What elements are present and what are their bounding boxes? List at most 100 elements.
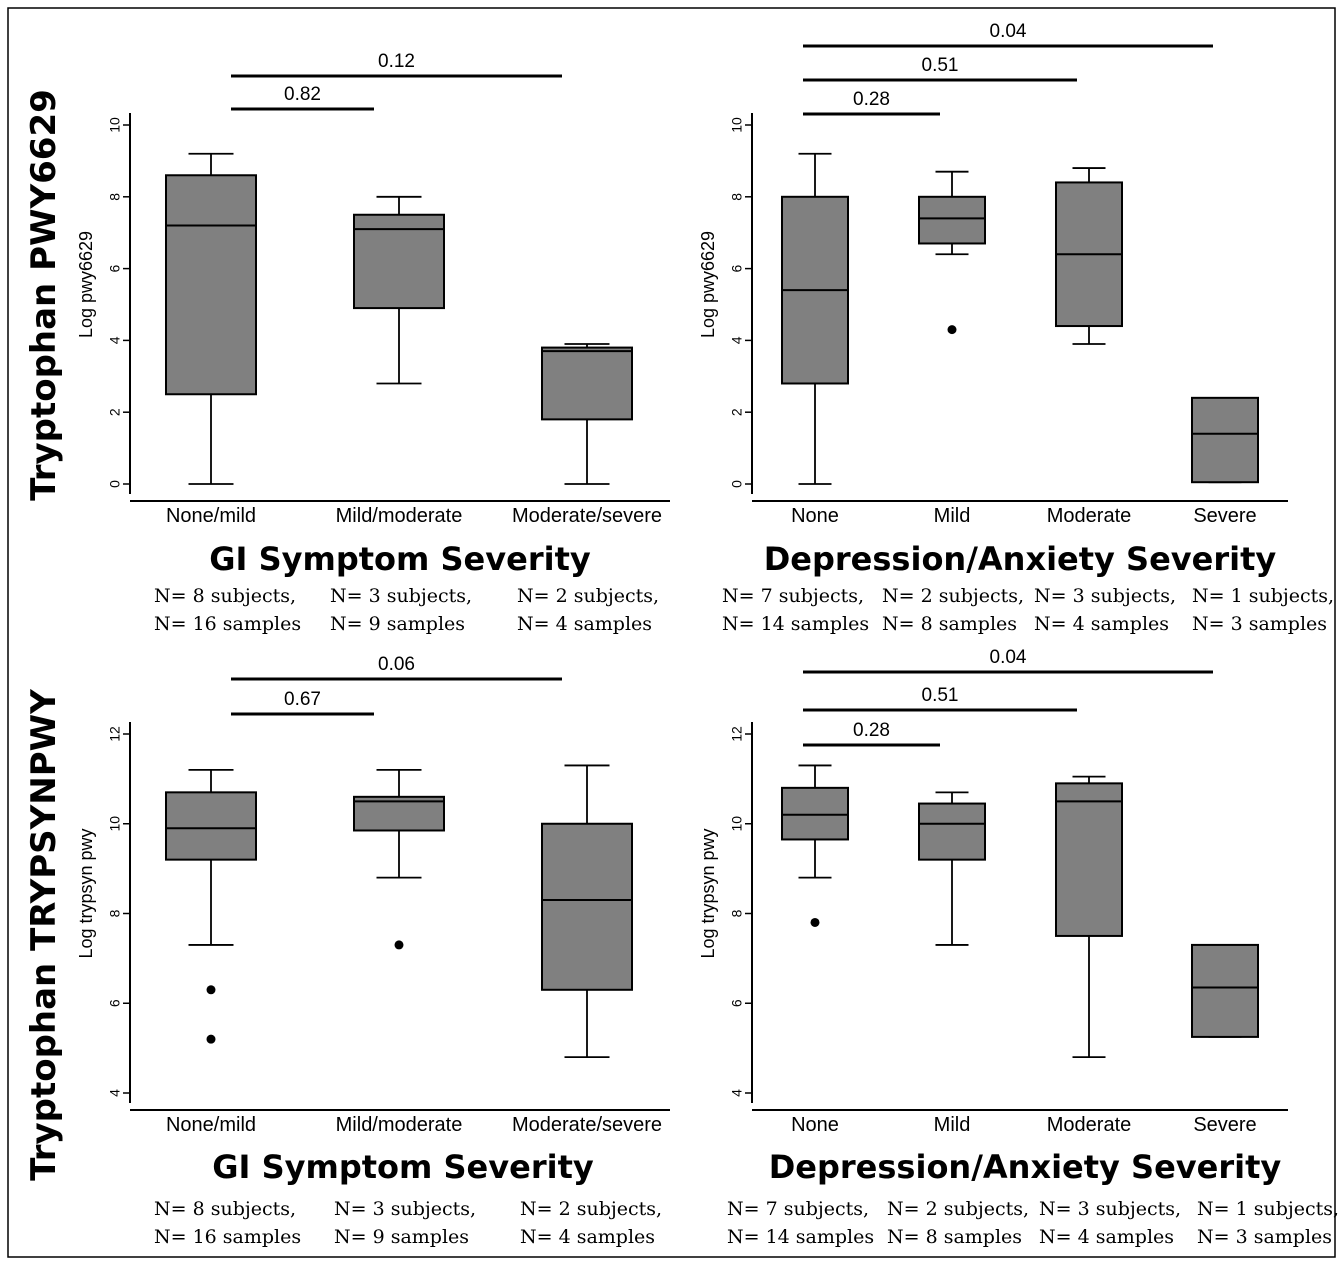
- box-moderate: [1055, 167, 1123, 345]
- outlier-point: [394, 940, 404, 950]
- y-tick-label: 8: [107, 909, 123, 917]
- n-samples-label: N= 16 samples: [154, 1226, 301, 1248]
- panels: 0 2 4 6 8 10 Log pwy6629 None/mild Mild/moderate…: [76, 21, 1339, 1248]
- y-tick-label: 12: [729, 726, 745, 742]
- y-tick-label: 10: [729, 117, 745, 133]
- iqr-box: [165, 174, 257, 396]
- p-value-label: 0.12: [378, 51, 415, 72]
- y-tick-label: 8: [729, 909, 745, 917]
- box-moderate-severe: [541, 764, 633, 1058]
- y-tick-label: 8: [729, 193, 745, 201]
- n-samples-label: N= 16 samples: [154, 613, 301, 635]
- panel-1: 0 2 4 6 8 10 Log pwy6629 None/mild Mild/moderate…: [76, 51, 670, 635]
- category-label: None/mild: [166, 505, 256, 527]
- outlier-point: [947, 325, 957, 335]
- n-samples-label: N= 14 samples: [727, 1226, 874, 1248]
- box-none-mild: [165, 769, 257, 1044]
- box-severe: [1191, 396, 1259, 484]
- iqr-box: [1191, 396, 1259, 484]
- row-title-bottom: Tryptophan TRYPSYNPWY: [24, 689, 64, 1181]
- y-tick-label: 2: [729, 408, 745, 416]
- y-tick-label: 8: [107, 193, 123, 201]
- y-axis-label: Log trypsyn pwy: [76, 828, 96, 958]
- n-samples-label: N= 3 samples: [1197, 1226, 1332, 1248]
- category-label: None/mild: [166, 1114, 256, 1136]
- n-subjects-label: N= 7 subjects,: [722, 585, 864, 607]
- n-subjects-label: N= 2 subjects,: [517, 585, 659, 607]
- x-axis-title: Depression/Anxiety Severity: [764, 540, 1277, 578]
- y-tick-label: 12: [107, 726, 123, 742]
- outlier-point: [206, 985, 216, 995]
- iqr-box: [541, 822, 633, 991]
- y-axis-label: Log pwy6629: [76, 231, 96, 338]
- y-tick-label: 4: [729, 1089, 745, 1097]
- y-tick-label: 6: [729, 999, 745, 1007]
- iqr-box: [781, 786, 849, 841]
- category-label: Moderate/severe: [512, 505, 662, 527]
- p-value-label: 0.28: [853, 89, 890, 110]
- y-tick-label: 10: [729, 816, 745, 832]
- n-samples-label: N= 8 samples: [887, 1226, 1022, 1248]
- outlier-point: [810, 917, 820, 927]
- iqr-box: [353, 213, 445, 310]
- category-label: Moderate/severe: [512, 1114, 662, 1136]
- category-label: Severe: [1193, 505, 1256, 527]
- n-samples-label: N= 4 samples: [1034, 613, 1169, 635]
- y-tick-label: 4: [107, 336, 123, 344]
- p-value-label: 0.67: [284, 689, 321, 710]
- box-moderate-severe: [541, 343, 633, 485]
- n-subjects-label: N= 3 subjects,: [1034, 585, 1176, 607]
- panel-3: 4 6 8 10 12 Log trypsyn pwy None/mild Mild/mode…: [76, 654, 670, 1248]
- panel-2: 0 2 4 6 8 10 Log pwy6629 None Mild Moderate Severe…: [698, 21, 1334, 635]
- y-tick-label: 0: [729, 480, 745, 488]
- iqr-box: [918, 802, 986, 861]
- n-subjects-label: N= 3 subjects,: [330, 585, 472, 607]
- p-value-label: 0.51: [922, 55, 959, 76]
- category-label: Mild/moderate: [336, 505, 463, 527]
- n-samples-label: N= 4 samples: [1039, 1226, 1174, 1248]
- iqr-box: [918, 195, 986, 245]
- y-axis-label: Log pwy6629: [698, 231, 718, 338]
- n-subjects-label: N= 3 subjects,: [334, 1198, 476, 1220]
- category-label: Moderate: [1047, 505, 1132, 527]
- box-mild-moderate: [353, 195, 445, 385]
- n-subjects-label: N= 8 subjects,: [154, 585, 296, 607]
- category-label: Mild: [934, 505, 971, 527]
- box-mild-moderate: [353, 769, 445, 950]
- outlier-point: [206, 1034, 216, 1044]
- category-label: None: [791, 1114, 839, 1136]
- y-tick-label: 0: [107, 480, 123, 488]
- y-tick-label: 6: [729, 264, 745, 272]
- p-value-label: 0.82: [284, 84, 321, 105]
- box-severe: [1191, 943, 1259, 1038]
- x-axis-title: GI Symptom Severity: [212, 1148, 594, 1186]
- iqr-box: [1191, 943, 1259, 1038]
- panel-4: 4 6 8 10 12 Log trypsyn pwy None Mild Moderate Se…: [698, 647, 1339, 1248]
- y-tick-label: 4: [107, 1089, 123, 1097]
- category-label: Severe: [1193, 1114, 1256, 1136]
- n-subjects-label: N= 1 subjects,: [1197, 1198, 1339, 1220]
- n-subjects-label: N= 8 subjects,: [154, 1198, 296, 1220]
- n-subjects-label: N= 2 subjects,: [520, 1198, 662, 1220]
- iqr-box: [353, 795, 445, 832]
- iqr-box: [1055, 782, 1123, 937]
- y-tick-label: 4: [729, 336, 745, 344]
- category-label: Mild: [934, 1114, 971, 1136]
- x-axis-title: Depression/Anxiety Severity: [769, 1148, 1282, 1186]
- n-subjects-label: N= 3 subjects,: [1039, 1198, 1181, 1220]
- p-value-label: 0.04: [990, 21, 1027, 42]
- y-tick-label: 2: [107, 408, 123, 416]
- iqr-box: [541, 346, 633, 421]
- p-value-label: 0.04: [990, 647, 1027, 668]
- n-samples-label: N= 4 samples: [517, 613, 652, 635]
- category-label: Mild/moderate: [336, 1114, 463, 1136]
- y-tick-label: 6: [107, 264, 123, 272]
- y-tick-label: 10: [107, 816, 123, 832]
- n-samples-label: N= 14 samples: [722, 613, 869, 635]
- n-samples-label: N= 3 samples: [1192, 613, 1327, 635]
- p-value-label: 0.28: [853, 720, 890, 741]
- x-axis-title: GI Symptom Severity: [209, 540, 591, 578]
- category-label: None: [791, 505, 839, 527]
- n-subjects-label: N= 1 subjects,: [1192, 585, 1334, 607]
